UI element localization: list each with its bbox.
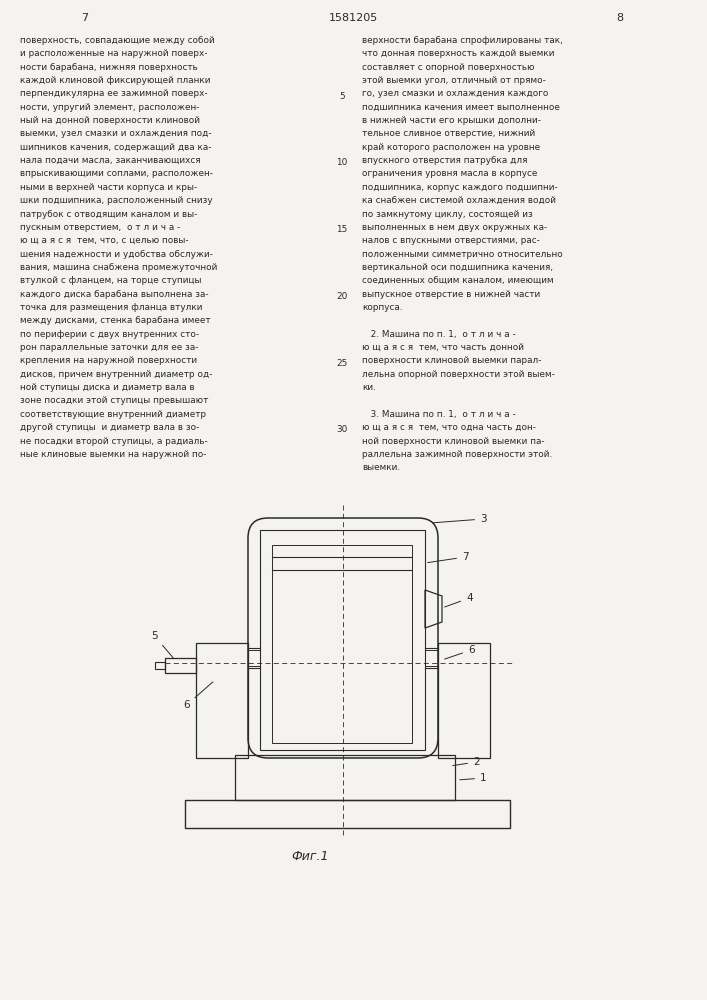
Text: не посадки второй ступицы, а радиаль-: не посадки второй ступицы, а радиаль-	[20, 436, 208, 446]
Text: ной ступицы диска и диаметр вала в: ной ступицы диска и диаметр вала в	[20, 383, 194, 392]
Text: между дисками, стенка барабана имеет: между дисками, стенка барабана имеет	[20, 316, 211, 325]
Text: ности, упругий элемент, расположен-: ности, упругий элемент, расположен-	[20, 103, 199, 112]
Text: 2. Машина по п. 1,  о т л и ч а -: 2. Машина по п. 1, о т л и ч а -	[362, 330, 515, 339]
Text: ности барабана, нижняя поверхность: ности барабана, нижняя поверхность	[20, 63, 198, 72]
Text: другой ступицы  и диаметр вала в зо-: другой ступицы и диаметр вала в зо-	[20, 423, 199, 432]
Text: дисков, причем внутренний диаметр од-: дисков, причем внутренний диаметр од-	[20, 370, 213, 379]
Text: 25: 25	[337, 359, 348, 368]
Text: вания, машина снабжена промежуточной: вания, машина снабжена промежуточной	[20, 263, 217, 272]
Text: шипников качения, содержащий два ка-: шипников качения, содержащий два ка-	[20, 143, 211, 152]
Text: 6: 6	[445, 645, 474, 659]
Text: ными в верхней части корпуса и кры-: ными в верхней части корпуса и кры-	[20, 183, 197, 192]
Text: перпендикулярна ее зажимной поверх-: перпендикулярна ее зажимной поверх-	[20, 89, 208, 98]
Text: 3: 3	[433, 514, 486, 524]
Text: крепления на наружной поверхности: крепления на наружной поверхности	[20, 356, 197, 365]
Text: ной поверхности клиновой выемки па-: ной поверхности клиновой выемки па-	[362, 436, 544, 446]
Text: Фиг.1: Фиг.1	[291, 850, 329, 863]
Text: 8: 8	[617, 13, 624, 23]
Text: выпускное отверстие в нижней части: выпускное отверстие в нижней части	[362, 290, 540, 299]
Text: шки подшипника, расположенный снизу: шки подшипника, расположенный снизу	[20, 196, 213, 205]
Text: впускного отверстия патрубка для: впускного отверстия патрубка для	[362, 156, 527, 165]
Text: ограничения уровня масла в корпусе: ограничения уровня масла в корпусе	[362, 169, 537, 178]
Text: поверхность, совпадающие между собой: поверхность, совпадающие между собой	[20, 36, 215, 45]
Text: ю щ а я с я  тем, что одна часть дон-: ю щ а я с я тем, что одна часть дон-	[362, 423, 536, 432]
Text: пускным отверстием,  о т л и ч а -: пускным отверстием, о т л и ч а -	[20, 223, 180, 232]
Text: 2: 2	[452, 757, 479, 767]
Text: лельна опорной поверхности этой выем-: лельна опорной поверхности этой выем-	[362, 370, 555, 379]
Text: поверхности клиновой выемки парал-: поверхности клиновой выемки парал-	[362, 356, 542, 365]
Text: выполненных в нем двух окружных ка-: выполненных в нем двух окружных ка-	[362, 223, 547, 232]
Text: положенными симметрично относительно: положенными симметрично относительно	[362, 250, 563, 259]
Text: 10: 10	[337, 158, 348, 167]
Text: налов с впускными отверстиями, рас-: налов с впускными отверстиями, рас-	[362, 236, 540, 245]
Text: нала подачи масла, заканчивающихся: нала подачи масла, заканчивающихся	[20, 156, 201, 165]
Text: выемки.: выемки.	[362, 463, 400, 472]
Text: соединенных общим каналом, имеющим: соединенных общим каналом, имеющим	[362, 276, 554, 285]
Text: втулкой с фланцем, на торце ступицы: втулкой с фланцем, на торце ступицы	[20, 276, 201, 285]
Text: тельное сливное отверстие, нижний: тельное сливное отверстие, нижний	[362, 129, 535, 138]
Text: край которого расположен на уровне: край которого расположен на уровне	[362, 143, 540, 152]
Text: вертикальной оси подшипника качения,: вертикальной оси подшипника качения,	[362, 263, 553, 272]
Text: шения надежности и удобства обслужи-: шения надежности и удобства обслужи-	[20, 250, 213, 259]
Text: ка снабжен системой охлаждения водой: ка снабжен системой охлаждения водой	[362, 196, 556, 205]
Text: 3. Машина по п. 1,  о т л и ч а -: 3. Машина по п. 1, о т л и ч а -	[362, 410, 515, 419]
Text: корпуса.: корпуса.	[362, 303, 402, 312]
Text: го, узел смазки и охлаждения каждого: го, узел смазки и охлаждения каждого	[362, 89, 549, 98]
Text: ю щ а я с я  тем, что, с целью повы-: ю щ а я с я тем, что, с целью повы-	[20, 236, 189, 245]
Text: ные клиновые выемки на наружной по-: ные клиновые выемки на наружной по-	[20, 450, 206, 459]
Text: 20: 20	[337, 292, 348, 301]
Text: 6: 6	[183, 682, 213, 710]
Text: 7: 7	[81, 13, 88, 23]
Text: 15: 15	[337, 225, 348, 234]
Text: 5: 5	[339, 92, 345, 101]
Text: точка для размещения фланца втулки: точка для размещения фланца втулки	[20, 303, 202, 312]
Text: впрыскивающими соплами, расположен-: впрыскивающими соплами, расположен-	[20, 169, 213, 178]
Text: 7: 7	[428, 552, 469, 563]
Text: 5: 5	[151, 631, 173, 658]
Text: подшипника, корпус каждого подшипни-: подшипника, корпус каждого подшипни-	[362, 183, 558, 192]
Text: составляет с опорной поверхностью: составляет с опорной поверхностью	[362, 63, 534, 72]
Text: патрубок с отводящим каналом и вы-: патрубок с отводящим каналом и вы-	[20, 210, 197, 219]
Text: каждой клиновой фиксирующей планки: каждой клиновой фиксирующей планки	[20, 76, 211, 85]
Text: 4: 4	[445, 593, 472, 607]
Text: 1: 1	[460, 773, 486, 783]
Text: ки.: ки.	[362, 383, 376, 392]
Text: что донная поверхность каждой выемки: что донная поверхность каждой выемки	[362, 49, 560, 58]
Text: 1581205: 1581205	[328, 13, 378, 23]
Text: ный на донной поверхности клиновой: ный на донной поверхности клиновой	[20, 116, 200, 125]
Text: по замкнутому циклу, состоящей из: по замкнутому циклу, состоящей из	[362, 210, 533, 219]
Text: и расположенные на наружной поверх-: и расположенные на наружной поверх-	[20, 49, 207, 58]
Text: раллельна зажимной поверхности этой.: раллельна зажимной поверхности этой.	[362, 450, 552, 459]
Text: 30: 30	[337, 425, 348, 434]
Text: верхности барабана спрофилированы так,: верхности барабана спрофилированы так,	[362, 36, 563, 45]
Text: ю щ а я с я  тем, что часть донной: ю щ а я с я тем, что часть донной	[362, 343, 524, 352]
Text: зоне посадки этой ступицы превышают: зоне посадки этой ступицы превышают	[20, 396, 209, 405]
Text: рон параллельные заточки для ее за-: рон параллельные заточки для ее за-	[20, 343, 199, 352]
Text: выемки, узел смазки и охлаждения под-: выемки, узел смазки и охлаждения под-	[20, 129, 211, 138]
Text: соответствующие внутренний диаметр: соответствующие внутренний диаметр	[20, 410, 206, 419]
Text: каждого диска барабана выполнена за-: каждого диска барабана выполнена за-	[20, 290, 209, 299]
Text: в нижней части его крышки дополни-: в нижней части его крышки дополни-	[362, 116, 541, 125]
Text: этой выемки угол, отличный от прямо-: этой выемки угол, отличный от прямо-	[362, 76, 546, 85]
Text: по периферии с двух внутренних сто-: по периферии с двух внутренних сто-	[20, 330, 199, 339]
Text: подшипника качения имеет выполненное: подшипника качения имеет выполненное	[362, 103, 560, 112]
